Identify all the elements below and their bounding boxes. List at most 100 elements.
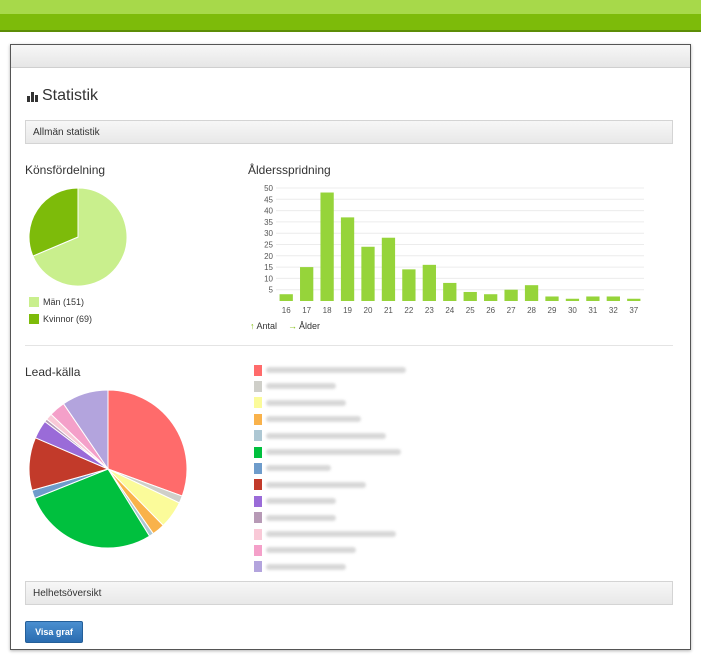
lead-source-label-redacted [266,399,346,406]
lead-pie-slice-0 [107,389,188,497]
lead-source-label-redacted [266,432,386,439]
lead-source-swatch [254,430,262,442]
age-legend-age: → Ålder [288,321,320,331]
x-tick-label: 37 [629,306,638,315]
age-bar [340,217,355,301]
age-legend-count: ↑ Antal [250,321,277,331]
age-bar [443,282,457,301]
lead-pie-chart [28,389,188,549]
y-tick-label: 30 [264,229,273,238]
lead-source-item [254,364,406,376]
y-tick-label: 5 [269,286,274,295]
top-bar-highlight [0,0,701,14]
section-divider [25,345,673,346]
age-bar [545,296,559,301]
lead-pie-slice-5 [34,468,151,549]
gender-legend-men: Män (151) [29,297,84,307]
y-tick-label: 40 [264,207,273,216]
lead-source-swatch [254,462,262,474]
lead-source-item [254,430,386,442]
lead-source-label-redacted [266,547,356,554]
x-tick-label: 31 [588,306,597,315]
x-tick-label: 29 [548,306,557,315]
lead-source-item [254,380,336,392]
x-tick-label: 24 [445,306,454,315]
lead-source-swatch [254,364,262,376]
lead-source-swatch [254,380,262,392]
age-bar [279,294,293,301]
up-arrow-icon: ↑ [250,321,255,331]
lead-source-swatch [254,495,262,507]
section-general-stats: Allmän statistik [25,120,673,144]
y-tick-label: 25 [264,241,273,250]
lead-source-swatch [254,544,262,556]
show-graph-button[interactable]: Visa graf [25,621,83,643]
age-legend-age-label: Ålder [299,321,321,331]
gender-pie-slice-1 [28,187,79,257]
lead-source-label-redacted [266,514,336,521]
section-overview: Helhetsöversikt [25,581,673,605]
top-bar-border [0,30,701,32]
lead-source-label-redacted [266,563,346,570]
bar-chart-icon [27,92,38,102]
age-bar [504,289,518,301]
age-bar [586,296,600,301]
x-tick-label: 27 [507,306,516,315]
statistics-panel: Statistik Allmän statistik Könsfördelnin… [10,44,691,650]
lead-source-label-redacted [266,383,336,390]
gender-legend-women: Kvinnor (69) [29,314,92,324]
lead-source-swatch [254,528,262,540]
x-tick-label: 28 [527,306,536,315]
x-tick-label: 16 [282,306,291,315]
lead-source-label-redacted [266,416,361,423]
legend-label-women: Kvinnor (69) [43,314,93,324]
page-title-text: Statistik [42,87,99,104]
lead-source-item [254,413,361,425]
lead-source-swatch [254,479,262,491]
x-tick-label: 30 [568,306,577,315]
x-tick-label: 18 [323,306,332,315]
lead-source-label-redacted [266,465,331,472]
x-tick-label: 21 [384,306,393,315]
x-tick-label: 26 [486,306,495,315]
panel-header [11,45,690,68]
lead-source-label-redacted [266,531,396,537]
right-arrow-icon: → [288,321,297,331]
age-bar-chart: 5 10 15 20 25 30 35 40 45 50 16 17 18 19 20 21 22 23 24 25 2… [264,184,644,315]
lead-source-swatch [254,446,262,458]
age-bar [524,285,539,301]
age-bar [381,237,396,301]
age-bar [320,192,334,301]
lead-source-item [254,495,336,507]
legend-swatch-women [29,314,39,324]
x-tick-label: 32 [609,306,618,315]
x-tick-label: 25 [466,306,475,315]
y-tick-label: 45 [264,195,273,204]
age-bar [627,298,641,301]
app-top-bar [0,0,701,32]
age-bar [300,267,314,301]
age-bar [422,264,436,301]
x-tick-label: 20 [364,306,373,315]
gender-pie-chart [28,187,128,287]
lead-source-item [254,462,331,474]
x-tick-label: 19 [343,306,352,315]
lead-source-item [254,479,366,491]
lead-source-swatch [254,397,262,409]
lead-source-label-redacted [266,498,336,505]
x-tick-label: 17 [302,306,311,315]
lead-source-swatch [254,512,262,524]
age-bar [565,298,580,301]
lead-source-item [254,561,346,573]
lead-source-label-redacted [266,367,406,373]
lead-source-label-redacted [266,481,366,488]
lead-source-item [254,512,336,524]
lead-source-item [254,528,396,540]
lead-source-item [254,446,401,458]
gender-pie-slice-0 [32,187,128,287]
age-heading: Åldersspridning [248,163,331,177]
lead-source-label-redacted [266,449,401,455]
age-bar [402,269,416,301]
legend-swatch-men [29,297,39,307]
gender-heading: Könsfördelning [25,163,106,177]
